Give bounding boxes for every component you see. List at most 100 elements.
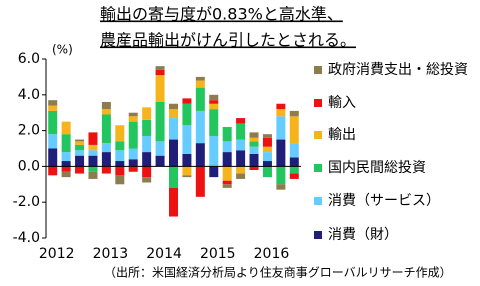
bar-segment [209,103,219,110]
bar-segment [101,109,111,115]
bar-segment [222,184,232,188]
bar-segment [276,139,286,167]
bar-segment [222,152,232,167]
bar-segment [249,141,259,147]
legend-swatch [314,164,322,172]
bar-segment [88,150,98,156]
bar-segment [88,166,98,172]
bar-segment [101,152,111,167]
bar-segment [289,157,299,167]
bar-segment [128,148,138,160]
y-tick-label: -2.0 [13,194,40,210]
bar-segment [142,177,152,183]
bar-segment [276,109,286,117]
bar-segment [276,103,286,110]
y-tick-label: 6.0 [18,51,40,67]
bar-segment [115,141,125,151]
bar-segment [61,161,71,167]
footnote: （出所：米国経済分析局より住友商事グローバルリサーチ作成） [104,265,452,280]
bar-segment [169,187,178,217]
legend-swatch [314,66,322,74]
bar-segment [236,173,246,179]
bar-segment [142,135,152,153]
bar-segment [75,166,85,174]
bar-segment [249,132,259,138]
bar-segment [128,159,138,167]
bar-segment [262,146,272,153]
bar-segment [155,75,165,102]
bar-segment [249,166,259,170]
chart-title: 輸出の寄与度が0.83%と高水準、 [100,5,343,24]
bar-segment [289,166,299,174]
bar-segment [209,135,219,167]
bar-segment [195,166,205,197]
bar-segment [155,155,165,167]
bar-segment [142,107,152,120]
bar-segment [222,166,232,181]
bar-segment [262,161,272,167]
bar-segment [169,166,178,188]
bar-segment [128,166,138,172]
bar-segment [182,98,192,104]
bar-segment [61,152,71,162]
bar-segment [48,105,58,111]
bar-segment [276,116,286,140]
legend-label: 国内民間総投資 [328,160,426,176]
bar-segment [236,123,246,140]
bar-segment [101,114,111,144]
bar-segment [155,141,165,156]
legend-swatch [314,131,322,139]
bar-segment [61,171,71,178]
chart-title: 農産品輸出がけん引したとされる。 [100,31,356,50]
bar-segment [88,144,98,151]
legend-swatch [314,99,322,107]
bar-segment [209,109,219,136]
bar-segment [128,121,138,149]
legend-swatch [314,231,322,239]
legend-label: 輸出 [328,127,356,143]
bar-segment [262,152,272,162]
bar-segment [61,166,71,172]
bar-segment [101,166,111,174]
bar-segment [88,155,98,167]
x-tick-label: 2013 [93,246,129,262]
bar-segment [115,175,125,185]
bar-segment [236,118,246,124]
bar-segment [236,139,246,151]
y-tick-label: 2.0 [18,123,40,139]
bar-segment [169,118,178,140]
bar-segment [262,137,272,147]
x-tick-label: 2016 [254,246,290,262]
bar-segment [61,134,71,153]
bar-segment [48,110,58,135]
bar-segment [289,116,299,144]
legend-label: 政府消費支出・総投資 [328,62,468,78]
legend-swatch [314,197,322,205]
bar-segment [182,153,192,167]
bar-segment [48,100,58,106]
bar-segment [115,125,125,142]
bar-segment [115,150,125,162]
bar-segment [75,150,85,156]
x-tick-label: 2014 [146,246,182,262]
bar-segment [276,166,286,185]
bar-segment [262,166,272,178]
bar-segment [88,171,98,179]
bar-segment [195,143,205,167]
bar-segment [236,166,246,174]
bar-segment [262,134,272,138]
bar-segment [169,139,178,167]
bar-segment [209,166,219,178]
bar-segment [169,103,178,110]
bar-segment [115,161,125,167]
bar-segment [75,155,85,167]
legend-label: 消費（財） [328,227,398,243]
bar-segment [209,94,219,101]
bar-segment [48,148,58,167]
bar-segment [48,166,58,176]
bar-segment [101,101,111,110]
bar-segment [182,166,192,176]
bar-segment [289,173,299,179]
y-tick-label: -4.0 [13,230,40,246]
bar-segment [75,144,85,151]
